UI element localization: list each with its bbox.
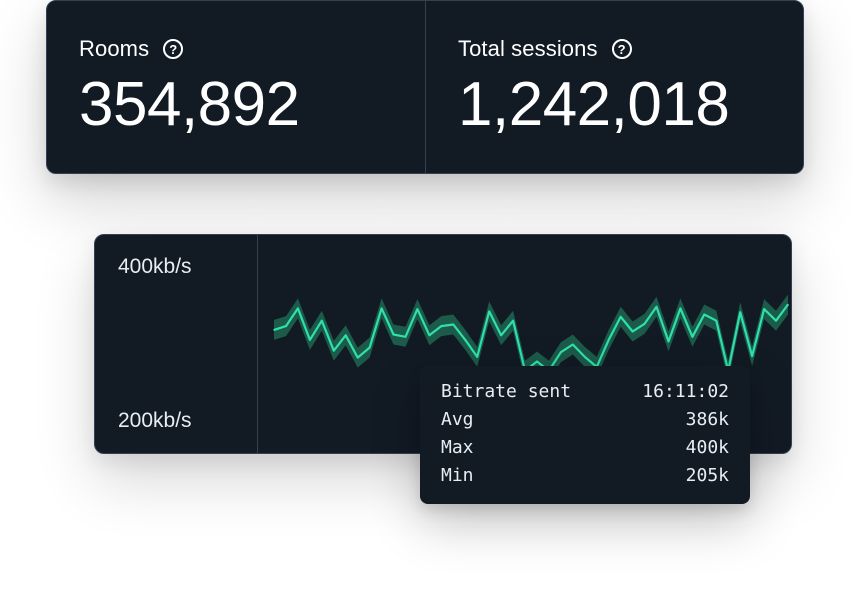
tooltip-row-avg: Avg 386k bbox=[441, 406, 729, 434]
bitrate-data-point bbox=[500, 334, 502, 337]
bitrate-data-point bbox=[703, 313, 706, 316]
bitrate-data-point bbox=[751, 355, 753, 357]
tooltip-avg-label: Avg bbox=[441, 409, 474, 430]
bitrate-data-point bbox=[488, 310, 490, 313]
tooltip-header: Bitrate sent 16:11:02 bbox=[441, 378, 729, 406]
bitrate-data-point bbox=[715, 319, 718, 322]
stats-card: Rooms ? 354,892 Total sessions ? 1,242,0… bbox=[46, 0, 804, 174]
rooms-value: 354,892 bbox=[79, 70, 300, 139]
bitrate-data-point bbox=[763, 308, 765, 310]
tooltip-max-value: 400k bbox=[685, 437, 729, 458]
y-axis-bottom-label: 200kb/s bbox=[118, 409, 192, 432]
bitrate-data-point bbox=[667, 340, 670, 343]
y-axis-top-label: 400kb/s bbox=[118, 255, 192, 278]
bitrate-data-point bbox=[572, 343, 574, 346]
question-circle-icon[interactable]: ? bbox=[611, 39, 632, 59]
bitrate-data-point bbox=[452, 323, 455, 326]
bitrate-data-point bbox=[404, 336, 407, 338]
rooms-label: Rooms bbox=[79, 36, 150, 61]
tooltip-min-value: 205k bbox=[685, 465, 729, 486]
bitrate-data-point bbox=[380, 307, 383, 310]
total-sessions-value: 1,242,018 bbox=[458, 70, 730, 139]
bitrate-data-point bbox=[584, 356, 586, 358]
bitrate-data-point bbox=[631, 330, 634, 333]
bitrate-data-point bbox=[655, 306, 658, 308]
bitrate-data-point bbox=[619, 316, 622, 318]
bitrate-data-point bbox=[392, 333, 395, 336]
bitrate-data-point bbox=[285, 325, 287, 327]
bitrate-data-point bbox=[679, 307, 682, 310]
tooltip-time: 16:11:02 bbox=[642, 381, 729, 402]
bitrate-data-point bbox=[775, 319, 777, 322]
bitrate-data-point bbox=[476, 356, 478, 358]
bitrate-data-point bbox=[691, 336, 694, 338]
tooltip-max-label: Max bbox=[441, 437, 474, 458]
bitrate-data-point bbox=[512, 319, 514, 322]
tooltip-row-min: Min 205k bbox=[441, 462, 729, 490]
bitrate-data-point bbox=[643, 323, 646, 325]
total-sessions-label: Total sessions bbox=[458, 36, 598, 61]
bitrate-data-point bbox=[344, 334, 347, 337]
bitrate-data-point bbox=[739, 311, 741, 313]
y-axis: 400kb/s 200kb/s bbox=[95, 235, 258, 453]
bitrate-data-point bbox=[309, 339, 311, 341]
bitrate-data-point bbox=[787, 303, 789, 306]
rooms-label-row: Rooms ? bbox=[79, 35, 425, 63]
bitrate-tooltip: Bitrate sent 16:11:02 Avg 386k Max 400k … bbox=[420, 366, 750, 504]
bitrate-data-point bbox=[428, 334, 431, 337]
total-sessions-stat: Total sessions ? 1,242,018 bbox=[425, 1, 803, 173]
bitrate-data-point bbox=[321, 319, 323, 322]
bitrate-data-point bbox=[464, 339, 467, 341]
bitrate-data-point bbox=[560, 351, 562, 353]
tooltip-row-max: Max 400k bbox=[441, 434, 729, 462]
bitrate-data-point bbox=[368, 346, 371, 349]
bitrate-data-point bbox=[356, 356, 359, 359]
bitrate-data-point bbox=[536, 360, 538, 363]
tooltip-min-label: Min bbox=[441, 465, 474, 486]
tooltip-avg-value: 386k bbox=[685, 409, 729, 430]
bitrate-data-point bbox=[440, 325, 443, 327]
bitrate-data-point bbox=[607, 339, 610, 341]
bitrate-data-point bbox=[416, 308, 419, 310]
bitrate-data-point bbox=[333, 349, 335, 352]
total-sessions-label-row: Total sessions ? bbox=[458, 35, 803, 63]
bitrate-data-point bbox=[273, 329, 275, 331]
tooltip-title: Bitrate sent bbox=[441, 381, 572, 402]
rooms-stat: Rooms ? 354,892 bbox=[47, 1, 425, 173]
question-circle-icon[interactable]: ? bbox=[163, 39, 184, 59]
bitrate-data-point bbox=[297, 307, 299, 310]
